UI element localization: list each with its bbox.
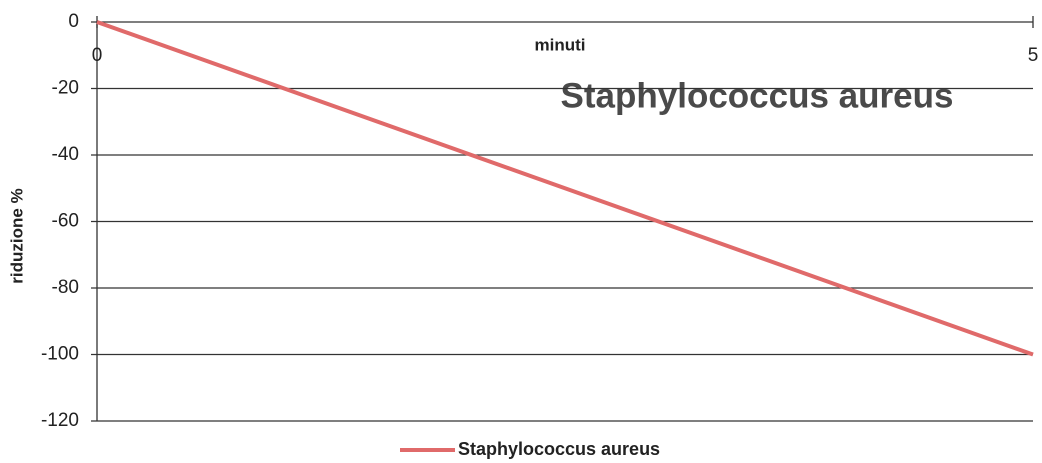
y-axis-label: riduzione % <box>7 188 26 283</box>
legend-label: Staphylococcus aureus <box>458 439 660 459</box>
data-line <box>96 20 1034 357</box>
chart-title: Staphylococcus aureus <box>561 76 954 115</box>
y-tick-label: -100 <box>41 344 79 365</box>
x-tick-label: 5 <box>1028 45 1039 66</box>
y-tick-label: 0 <box>68 11 79 32</box>
y-tick-label: -80 <box>52 277 79 298</box>
y-tick-label: -20 <box>52 78 79 99</box>
y-tick-label: -60 <box>52 211 79 232</box>
x-axis-label: minuti <box>535 35 586 54</box>
x-tick-label: 0 <box>92 45 103 66</box>
y-tick-label: -120 <box>41 410 79 431</box>
y-tick-label: -40 <box>52 144 79 165</box>
